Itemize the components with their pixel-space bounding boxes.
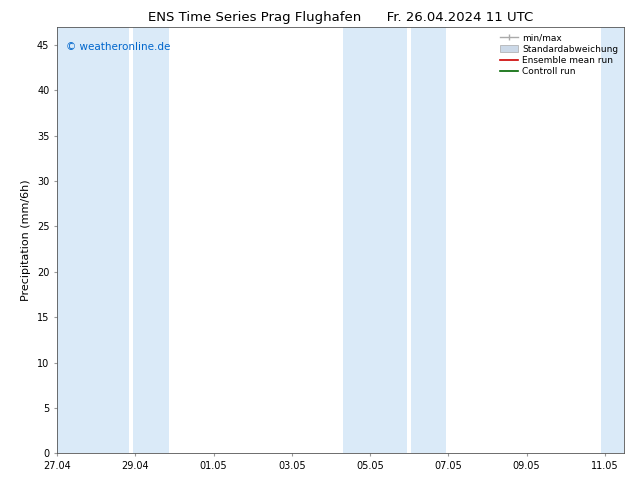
Y-axis label: Precipitation (mm/6h): Precipitation (mm/6h) — [22, 179, 31, 301]
Bar — [601, 27, 624, 453]
Legend: min/max, Standardabweichung, Ensemble mean run, Controll run: min/max, Standardabweichung, Ensemble me… — [498, 31, 620, 78]
Bar — [411, 27, 446, 453]
Bar — [57, 27, 129, 453]
Bar — [343, 27, 407, 453]
Text: © weatheronline.de: © weatheronline.de — [65, 42, 170, 52]
Title: ENS Time Series Prag Flughafen      Fr. 26.04.2024 11 UTC: ENS Time Series Prag Flughafen Fr. 26.04… — [148, 11, 533, 24]
Bar — [133, 27, 169, 453]
